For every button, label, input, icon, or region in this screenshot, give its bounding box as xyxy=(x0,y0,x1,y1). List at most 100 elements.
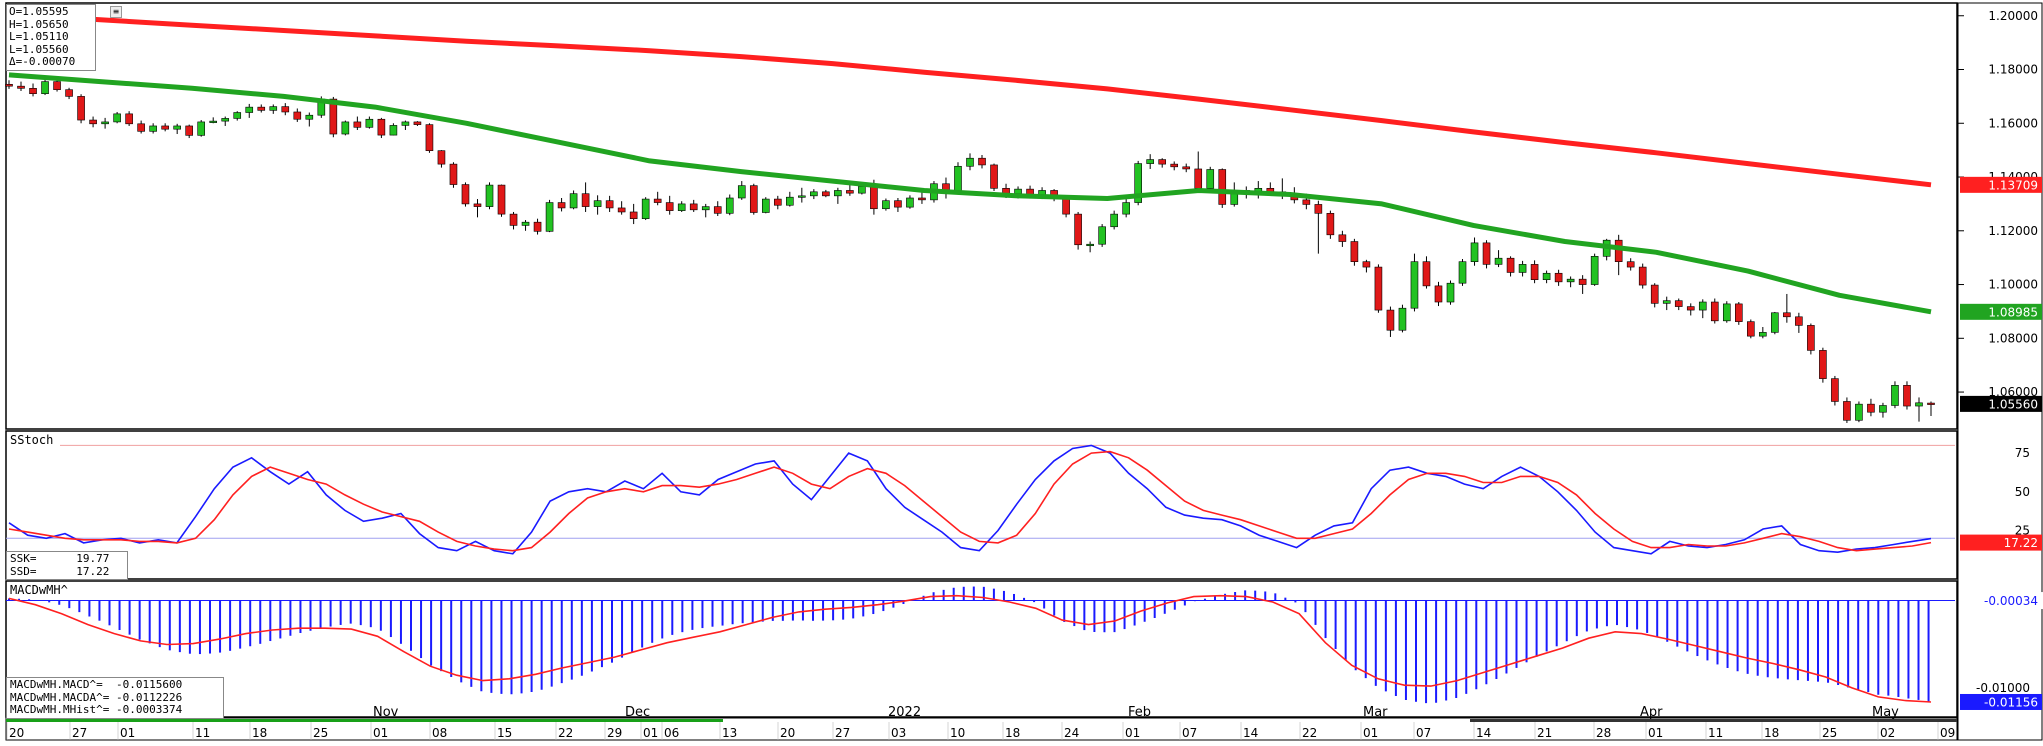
candle-body xyxy=(545,202,554,232)
scroll-range-bar xyxy=(6,719,723,722)
x-day-label: 10 xyxy=(950,726,965,740)
x-day-label: 29 xyxy=(607,726,622,740)
candle-body xyxy=(1578,278,1587,285)
candle xyxy=(1795,312,1803,333)
x-day-label: 11 xyxy=(1708,726,1723,740)
candle xyxy=(1662,296,1671,311)
x-day-label: 22 xyxy=(558,726,573,740)
candle xyxy=(1338,230,1347,247)
candle xyxy=(1314,200,1323,254)
candle xyxy=(689,199,698,212)
candle-body xyxy=(1386,309,1395,331)
candle xyxy=(65,87,73,100)
ssd-value: 17.22 xyxy=(76,564,110,578)
candle xyxy=(1638,263,1647,289)
candle xyxy=(1722,301,1731,323)
candle xyxy=(113,111,121,124)
candle-body xyxy=(906,197,914,208)
candle xyxy=(1350,238,1359,266)
candle-body xyxy=(773,198,782,206)
macd-value: -0.0115600 xyxy=(115,678,183,691)
candle xyxy=(101,117,109,129)
x-day-label: 01 xyxy=(373,726,388,740)
candle xyxy=(1819,347,1827,383)
candle-body xyxy=(1134,163,1142,203)
candle-body xyxy=(1795,316,1803,326)
candle-body xyxy=(677,203,686,211)
menu-toggle-icon[interactable]: ≡ xyxy=(110,6,122,18)
candle-body xyxy=(41,81,49,95)
mhist-value: -0.0003374 xyxy=(115,703,183,716)
candle-body xyxy=(617,207,626,213)
x-day-label: 07 xyxy=(1416,726,1431,740)
candle-body xyxy=(605,200,614,209)
price-pane[interactable] xyxy=(5,2,1958,430)
candle xyxy=(1831,375,1839,406)
candle xyxy=(137,120,145,134)
x-month-label: Feb xyxy=(1128,705,1151,720)
x-month-label: Mar xyxy=(1363,705,1388,720)
candle-body xyxy=(341,121,350,135)
candle xyxy=(1158,158,1166,168)
candle xyxy=(1542,270,1551,284)
price-tick-label: 1.20000 xyxy=(1988,9,2038,23)
candle xyxy=(1807,323,1815,355)
candle xyxy=(197,120,205,137)
candle xyxy=(29,83,37,97)
candle xyxy=(1446,280,1455,305)
candle xyxy=(1674,298,1683,311)
x-day-label: 09 xyxy=(1940,726,1955,740)
candle xyxy=(221,116,230,126)
candle xyxy=(509,211,518,230)
candle-body xyxy=(233,112,242,119)
candle xyxy=(1482,240,1491,269)
candle-body xyxy=(1542,272,1551,281)
candle xyxy=(954,162,962,194)
candle xyxy=(353,116,362,130)
candle-body xyxy=(1867,403,1875,413)
ssk-name: SSK= xyxy=(10,552,37,565)
candle-body xyxy=(1062,198,1070,215)
price-tag xyxy=(1960,303,2042,320)
candle xyxy=(1614,234,1623,276)
stoch-readout: SSK= 19.77 SSD= 17.22 xyxy=(6,551,128,580)
candle xyxy=(293,108,302,122)
candle xyxy=(569,190,578,210)
candle-body xyxy=(761,198,770,213)
x-day-label: 15 xyxy=(497,726,512,740)
x-day-label: 24 xyxy=(1064,726,1079,740)
candle xyxy=(1494,250,1503,268)
price-tick-label: 1.08000 xyxy=(1988,331,2038,345)
macd-tag xyxy=(1960,693,2042,710)
stoch-pane[interactable] xyxy=(5,430,1958,580)
candle xyxy=(305,112,314,127)
x-day-label: 27 xyxy=(72,726,87,740)
candle-body xyxy=(449,163,458,185)
candle xyxy=(389,123,398,136)
candle-body xyxy=(329,98,338,135)
candle xyxy=(1182,163,1191,173)
candle xyxy=(1218,168,1227,208)
candle xyxy=(1398,304,1407,333)
candle-body xyxy=(1302,199,1311,205)
candle-body xyxy=(870,186,878,210)
candle-body xyxy=(425,124,434,151)
candle xyxy=(185,124,193,139)
candle-body xyxy=(834,190,842,197)
macd-readout: MACDwMH.MACD^= -0.0115600 MACDwMH.MACDA^… xyxy=(6,677,224,719)
candle-body xyxy=(725,197,734,214)
candle xyxy=(1170,161,1179,171)
candle-body xyxy=(990,164,998,189)
candle-body xyxy=(1710,301,1719,322)
candle xyxy=(377,117,386,139)
candle-body xyxy=(557,202,566,209)
candle xyxy=(1783,293,1791,323)
candle xyxy=(749,183,758,215)
ssk-value: 19.77 xyxy=(76,552,110,565)
candle-body xyxy=(1650,284,1659,304)
macd-pane[interactable] xyxy=(5,580,1958,718)
x-day-label: 01 xyxy=(643,726,658,740)
ssd-line xyxy=(8,450,1932,552)
candle xyxy=(1554,269,1563,286)
candle-body xyxy=(954,165,962,193)
